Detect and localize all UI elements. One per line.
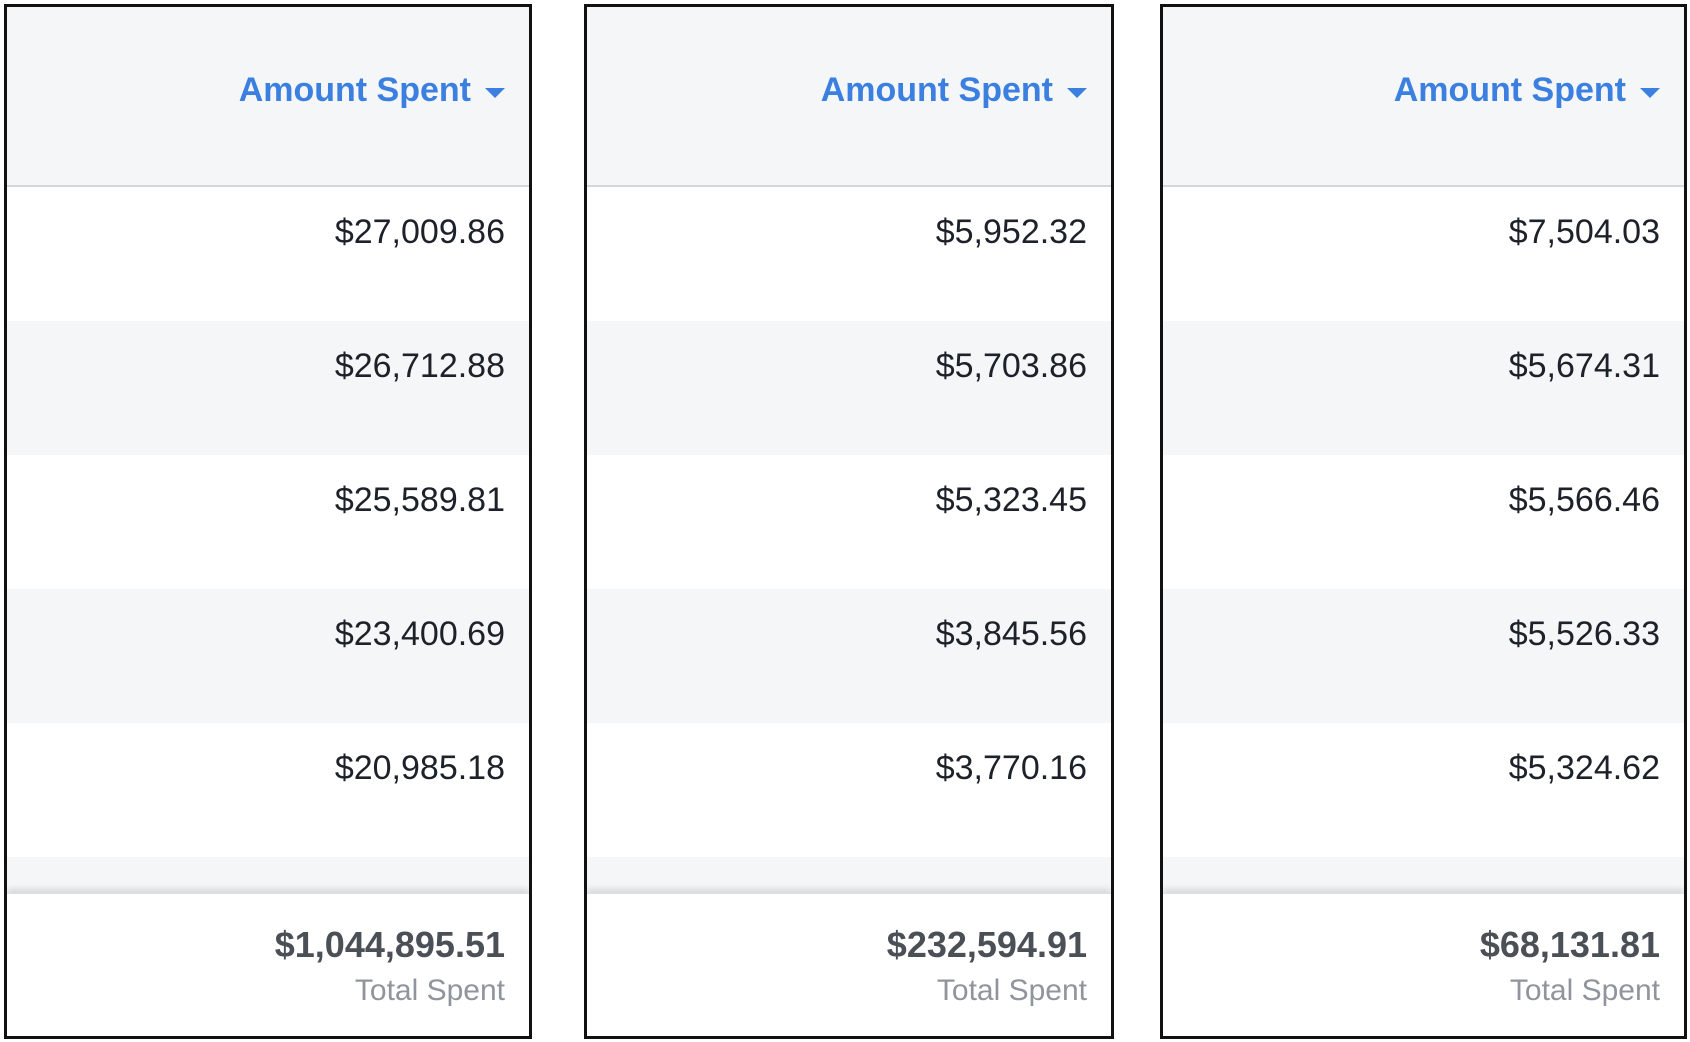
amount-cell: $5,703.86 [935,347,1087,385]
table-panel: Amount Spent $7,504.03 $5,674.31 $5,566.46 $… [1160,4,1687,1039]
amount-cell: $5,526.33 [1508,615,1660,653]
amount-cell: $7,504.03 [1508,213,1660,251]
amount-cell: $25,589.81 [334,481,505,519]
table-row: $5,526.33 [1163,589,1684,723]
amount-cell: $23,400.69 [334,615,505,653]
table-row: $25,589.81 [7,455,529,589]
total-label: Total Spent [936,974,1087,1007]
table-row: $5,674.31 [1163,321,1684,455]
table-footer: $68,131.81 Total Spent [1163,893,1684,1036]
total-amount: $232,594.91 [886,924,1087,965]
table-row: $5,566.46 [1163,455,1684,589]
sort-header[interactable]: Amount Spent [239,71,505,110]
amount-cell: $3,845.56 [935,615,1087,653]
total-amount: $68,131.81 [1479,924,1660,965]
table-row: $5,323.45 [587,455,1111,589]
sort-arrow[interactable] [485,87,505,98]
table-row: $20,985.18 [7,723,529,857]
table-panel: Amount Spent $5,952.32 $5,703.86 $5,323.45 $… [584,4,1114,1039]
table-footer: $232,594.91 Total Spent [587,893,1111,1036]
table-row: $5,324.62 [1163,723,1684,857]
amount-cell: $27,009.86 [334,213,505,251]
amount-cell: $5,324.62 [1508,749,1660,787]
table-row: $7,504.03 [1163,187,1684,321]
amount-cell: $26,712.88 [334,347,505,385]
amount-cell: $5,952.32 [935,213,1087,251]
column-header: Amount Spent [7,7,529,187]
table-footer: $1,044,895.51 Total Spent [7,893,529,1036]
column-header: Amount Spent [1163,7,1684,187]
total-label: Total Spent [1509,974,1660,1007]
total-label: Total Spent [354,974,505,1007]
header-label[interactable]: Amount Spent [1393,71,1626,109]
amount-cell: $5,566.46 [1508,481,1660,519]
table-row: $3,770.16 [587,723,1111,857]
sort-header[interactable]: Amount Spent [1394,71,1660,110]
total-amount: $1,044,895.51 [274,924,505,965]
amount-cell: $3,770.16 [935,749,1087,787]
amount-cell: $5,323.45 [935,481,1087,519]
header-label[interactable]: Amount Spent [820,71,1053,109]
column-header: Amount Spent [587,7,1111,187]
sort-arrow[interactable] [1640,87,1660,98]
amount-cell: $20,985.18 [334,749,505,787]
table-row: $5,952.32 [587,187,1111,321]
sort-arrow[interactable] [1067,87,1087,98]
table-row: $23,400.69 [7,589,529,723]
table-row: $3,845.56 [587,589,1111,723]
header-label[interactable]: Amount Spent [238,71,471,109]
sort-header[interactable]: Amount Spent [821,71,1087,110]
amount-cell: $5,674.31 [1508,347,1660,385]
table-row: $27,009.86 [7,187,529,321]
table-row: $5,703.86 [587,321,1111,455]
table-panel: Amount Spent $27,009.86 $26,712.88 $25,589.… [4,4,532,1039]
table-row: $26,712.88 [7,321,529,455]
